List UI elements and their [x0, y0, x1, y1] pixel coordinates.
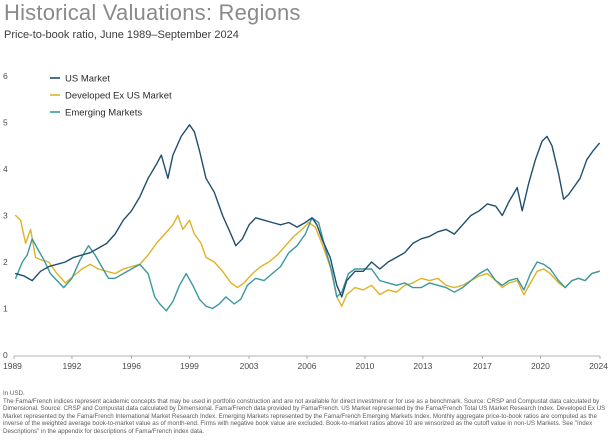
series-line-us-market	[15, 124, 600, 298]
page-title: Historical Valuations: Regions	[4, 0, 301, 25]
footnote-body: The Fama/French indices represent academ…	[3, 397, 606, 435]
x-tick-label: 2003	[240, 361, 259, 371]
footnote-currency: In USD.	[3, 390, 25, 397]
legend: US Market Developed Ex US Market Emerging …	[50, 74, 172, 119]
y-axis: 0 1 2 3 4 5 6	[3, 71, 8, 360]
price-to-book-line-chart: 0 1 2 3 4 5 6 1989 1992 1996 1999 2003 2006 2010 2013…	[3, 71, 608, 371]
x-tick-label: 2020	[531, 361, 550, 371]
footnotes: In USD. The Fama/French indices represen…	[3, 390, 609, 436]
series-line-developed-ex-us-market	[15, 214, 600, 307]
x-tick-label: 1999	[180, 361, 199, 371]
x-tick-label: 2024	[589, 361, 608, 371]
x-tick-label: 2010	[355, 361, 374, 371]
x-axis: 1989 1992 1996 1999 2003 2006 2010 2013 2017 2020…	[3, 356, 608, 371]
y-tick-label: 0	[3, 350, 8, 360]
y-tick-label: 4	[3, 164, 8, 174]
legend-label: Emerging Markets	[65, 108, 142, 119]
x-tick-label: 2017	[473, 361, 492, 371]
x-tick-label: 2013	[413, 361, 432, 371]
y-tick-label: 1	[3, 304, 8, 314]
y-tick-label: 5	[3, 118, 8, 128]
legend-label: Developed Ex US Market	[65, 91, 172, 102]
x-tick-label: 1989	[3, 361, 22, 371]
x-tick-label: 2006	[298, 361, 317, 371]
series-line-emerging-markets	[15, 217, 600, 312]
x-tick-label: 1996	[122, 361, 141, 371]
page-subtitle: Price-to-book ratio, June 1989–September…	[4, 29, 239, 41]
y-tick-label: 6	[3, 71, 8, 81]
y-tick-label: 2	[3, 257, 8, 267]
x-tick-label: 1992	[62, 361, 81, 371]
legend-label: US Market	[65, 74, 110, 85]
series-lines	[15, 124, 600, 312]
y-tick-label: 3	[3, 211, 8, 221]
